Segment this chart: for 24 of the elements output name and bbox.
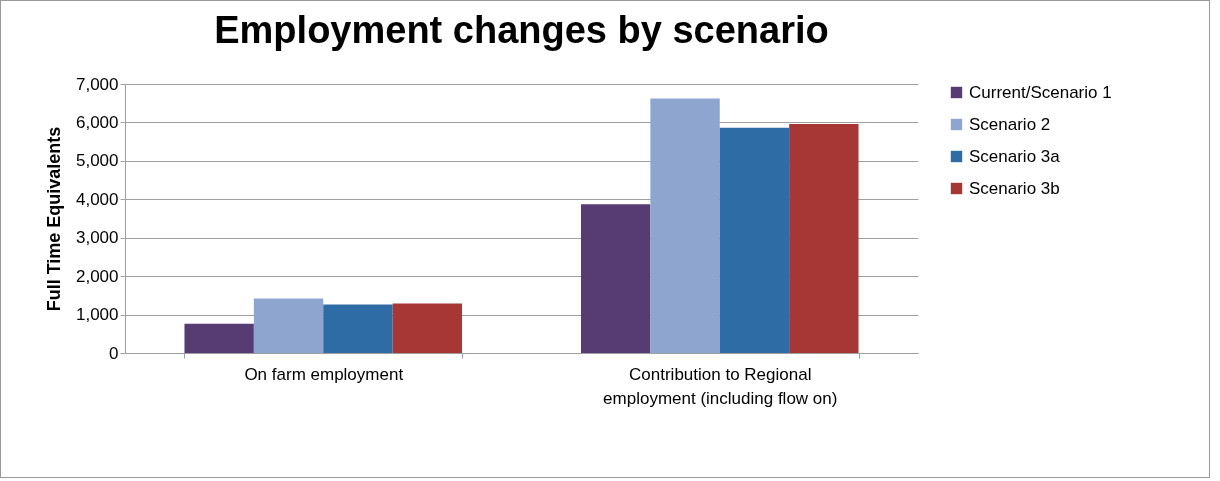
- y-tick-label: 4,000: [75, 189, 119, 209]
- legend-label: Scenario 3b: [969, 178, 1060, 198]
- legend-label: Scenario 2: [969, 114, 1051, 134]
- bar: [323, 304, 393, 353]
- x-tick-label: Contribution to Regional employment (including flow on): [603, 364, 838, 408]
- bar: [719, 127, 790, 353]
- bar: [580, 204, 651, 353]
- x-tick-label: On farm employment: [244, 364, 404, 384]
- y-axis-title: Full Time Equivalents: [43, 126, 64, 312]
- bar: [789, 123, 859, 353]
- bar: [184, 323, 254, 353]
- y-tick-label: 0: [109, 343, 119, 363]
- legend-label: Current/Scenario 1: [969, 82, 1112, 102]
- bar: [392, 303, 463, 353]
- y-tick-label: 1,000: [75, 305, 119, 325]
- bar: [650, 98, 720, 353]
- y-tick-label: 3,000: [75, 228, 119, 248]
- bar: [253, 298, 324, 353]
- y-tick-label: 6,000: [75, 112, 119, 132]
- y-tick-label: 2,000: [75, 266, 119, 286]
- y-tick-label: 5,000: [75, 151, 119, 171]
- chart-title: Employment changes by scenario: [214, 9, 829, 51]
- legend-label: Scenario 3a: [969, 146, 1061, 166]
- y-tick-label: 7,000: [75, 74, 119, 94]
